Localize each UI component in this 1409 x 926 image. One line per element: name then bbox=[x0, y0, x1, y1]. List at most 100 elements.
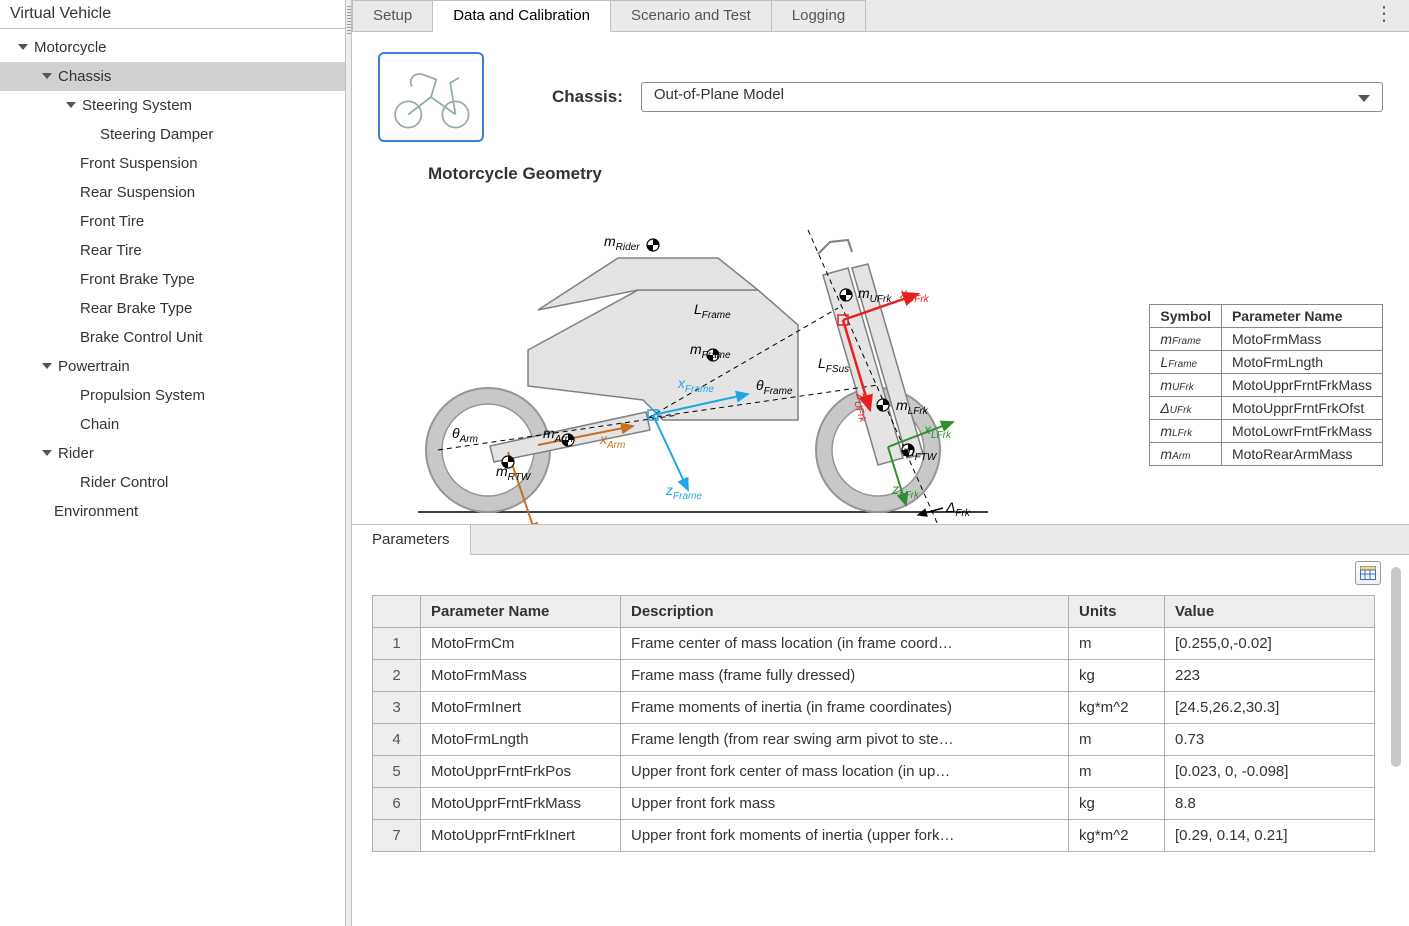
tab-setup[interactable]: Setup bbox=[352, 0, 433, 31]
rownum-header bbox=[373, 596, 421, 628]
diagram-box: Motorcycle Geometry mRidermFrameLFrameθF… bbox=[378, 164, 1129, 524]
chassis-thumbnail[interactable] bbox=[378, 52, 484, 142]
main-tabs: SetupData and CalibrationScenario and Te… bbox=[352, 0, 1409, 32]
param-value-cell[interactable]: [24.5,26.2,30.3] bbox=[1165, 692, 1375, 724]
svg-text:zFrame: zFrame bbox=[665, 482, 702, 502]
tree: Motorcycle Chassis Steering System Steering… bbox=[0, 29, 345, 526]
param-name-cell: MotoUpprFrntFrkMass bbox=[421, 788, 621, 820]
param-rownum: 7 bbox=[373, 820, 421, 852]
symbol-param-cell: MotoUpprFrntFrkOfst bbox=[1221, 397, 1382, 420]
parameters-body: Parameter NameDescriptionUnitsValue1Moto… bbox=[352, 555, 1409, 926]
param-row[interactable]: 7MotoUpprFrntFrkInertUpper front fork mo… bbox=[373, 820, 1375, 852]
parameters-tab[interactable]: Parameters bbox=[352, 525, 471, 555]
tree-item-label: Rear Brake Type bbox=[80, 300, 192, 317]
tree-item-front-brake-type[interactable]: Front Brake Type bbox=[0, 265, 345, 294]
chassis-select[interactable]: Out-of-Plane Model bbox=[641, 82, 1383, 112]
chassis-select-value: Out-of-Plane Model bbox=[654, 86, 784, 103]
tree-item-chain[interactable]: Chain bbox=[0, 410, 345, 439]
param-value-cell[interactable]: [0.023, 0, -0.098] bbox=[1165, 756, 1375, 788]
tree-item-front-suspension[interactable]: Front Suspension bbox=[0, 149, 345, 178]
param-units-cell: kg*m^2 bbox=[1069, 692, 1165, 724]
svg-text:LFSus: LFSus bbox=[818, 355, 849, 375]
tree-item-label: Rear Suspension bbox=[80, 184, 195, 201]
more-menu-icon[interactable]: ⋮ bbox=[1360, 0, 1409, 31]
chevron-down-icon bbox=[42, 73, 52, 79]
param-desc-cell: Upper front fork moments of inertia (upp… bbox=[621, 820, 1069, 852]
param-row[interactable]: 4MotoFrmLngthFrame length (from rear swi… bbox=[373, 724, 1375, 756]
tree-item-rear-suspension[interactable]: Rear Suspension bbox=[0, 178, 345, 207]
param-rownum: 2 bbox=[373, 660, 421, 692]
param-row[interactable]: 5MotoUpprFrntFrkPosUpper front fork cent… bbox=[373, 756, 1375, 788]
param-value-cell[interactable]: 223 bbox=[1165, 660, 1375, 692]
tree-item-environment[interactable]: Environment bbox=[0, 497, 345, 526]
tree-item-brake-control-unit[interactable]: Brake Control Unit bbox=[0, 323, 345, 352]
param-name-cell: MotoFrmInert bbox=[421, 692, 621, 724]
tree-item-label: Steering Damper bbox=[100, 126, 213, 143]
tab-data-and-calibration[interactable]: Data and Calibration bbox=[433, 0, 611, 32]
scrollbar[interactable] bbox=[1391, 567, 1401, 767]
param-units-cell: m bbox=[1069, 756, 1165, 788]
tree-item-rear-brake-type[interactable]: Rear Brake Type bbox=[0, 294, 345, 323]
tree-item-propulsion-system[interactable]: Propulsion System bbox=[0, 381, 345, 410]
param-rownum: 4 bbox=[373, 724, 421, 756]
symbol-table: SymbolParameter NamemFrameMotoFrmMassLFr… bbox=[1149, 304, 1383, 466]
sidebar: Virtual Vehicle MotorcycleChassisSteerin… bbox=[0, 0, 346, 926]
param-value-cell[interactable]: [0.29, 0.14, 0.21] bbox=[1165, 820, 1375, 852]
svg-text:mRider: mRider bbox=[604, 233, 640, 253]
param-row[interactable]: 1MotoFrmCmFrame center of mass location … bbox=[373, 628, 1375, 660]
tree-item-label: Rider bbox=[58, 445, 94, 462]
tree-item-label: Rear Tire bbox=[80, 242, 142, 259]
tree-item-label: Motorcycle bbox=[34, 39, 107, 56]
tree-item-powertrain[interactable]: Powertrain bbox=[0, 352, 345, 381]
symbol-cell: mFrame bbox=[1150, 328, 1222, 351]
tree-item-label: Environment bbox=[54, 503, 138, 520]
chevron-down-icon bbox=[42, 363, 52, 369]
param-desc-cell: Upper front fork center of mass location… bbox=[621, 756, 1069, 788]
parameters-tabs: Parameters bbox=[352, 525, 1409, 555]
param-col-header: Parameter Name bbox=[421, 596, 621, 628]
param-row[interactable]: 3MotoFrmInertFrame moments of inertia (i… bbox=[373, 692, 1375, 724]
tree-item-front-tire[interactable]: Front Tire bbox=[0, 207, 345, 236]
tree-item-motorcycle[interactable]: Motorcycle bbox=[0, 33, 345, 62]
param-desc-cell: Frame moments of inertia (in frame coord… bbox=[621, 692, 1069, 724]
param-desc-cell: Upper front fork mass bbox=[621, 788, 1069, 820]
param-name-cell: MotoFrmCm bbox=[421, 628, 621, 660]
tree-item-rider[interactable]: Rider bbox=[0, 439, 345, 468]
spreadsheet-icon[interactable] bbox=[1355, 561, 1381, 585]
tree-item-chassis[interactable]: Chassis bbox=[0, 62, 345, 91]
param-value-cell[interactable]: [0.255,0,-0.02] bbox=[1165, 628, 1375, 660]
param-row[interactable]: 6MotoUpprFrntFrkMassUpper front fork mas… bbox=[373, 788, 1375, 820]
tab-scenario-and-test[interactable]: Scenario and Test bbox=[611, 0, 772, 31]
diagram-area: Motorcycle Geometry mRidermFrameLFrameθF… bbox=[352, 154, 1409, 524]
param-col-header: Units bbox=[1069, 596, 1165, 628]
param-col-header: Value bbox=[1165, 596, 1375, 628]
param-rownum: 5 bbox=[373, 756, 421, 788]
tab-logging[interactable]: Logging bbox=[772, 0, 866, 31]
param-row[interactable]: 2MotoFrmMassFrame mass (frame fully dres… bbox=[373, 660, 1375, 692]
tree-item-label: Rider Control bbox=[80, 474, 168, 491]
param-name-cell: MotoFrmLngth bbox=[421, 724, 621, 756]
symbol-table-header: Parameter Name bbox=[1221, 305, 1382, 328]
param-desc-cell: Frame mass (frame fully dressed) bbox=[621, 660, 1069, 692]
param-value-cell[interactable]: 8.8 bbox=[1165, 788, 1375, 820]
symbol-cell: LFrame bbox=[1150, 351, 1222, 374]
tree-item-rider-control[interactable]: Rider Control bbox=[0, 468, 345, 497]
param-units-cell: kg bbox=[1069, 788, 1165, 820]
tree-item-label: Chassis bbox=[58, 68, 111, 85]
diagram-title: Motorcycle Geometry bbox=[378, 164, 1129, 190]
param-value-cell[interactable]: 0.73 bbox=[1165, 724, 1375, 756]
content-top: Chassis: Out-of-Plane Model bbox=[352, 32, 1409, 154]
param-units-cell: kg bbox=[1069, 660, 1165, 692]
param-units-cell: m bbox=[1069, 724, 1165, 756]
tree-item-steering-damper[interactable]: Steering Damper bbox=[0, 120, 345, 149]
tree-item-label: Front Brake Type bbox=[80, 271, 195, 288]
chevron-down-icon bbox=[18, 44, 28, 50]
param-name-cell: MotoUpprFrntFrkPos bbox=[421, 756, 621, 788]
tree-item-rear-tire[interactable]: Rear Tire bbox=[0, 236, 345, 265]
symbol-cell: ΔUFrk bbox=[1150, 397, 1222, 420]
tree-item-steering-system[interactable]: Steering System bbox=[0, 91, 345, 120]
motorcycle-geometry-diagram: mRidermFrameLFrameθFramexFramezFramemArm… bbox=[378, 190, 1018, 530]
tree-item-label: Brake Control Unit bbox=[80, 329, 203, 346]
tree-item-label: Propulsion System bbox=[80, 387, 205, 404]
symbol-param-cell: MotoFrmMass bbox=[1221, 328, 1382, 351]
